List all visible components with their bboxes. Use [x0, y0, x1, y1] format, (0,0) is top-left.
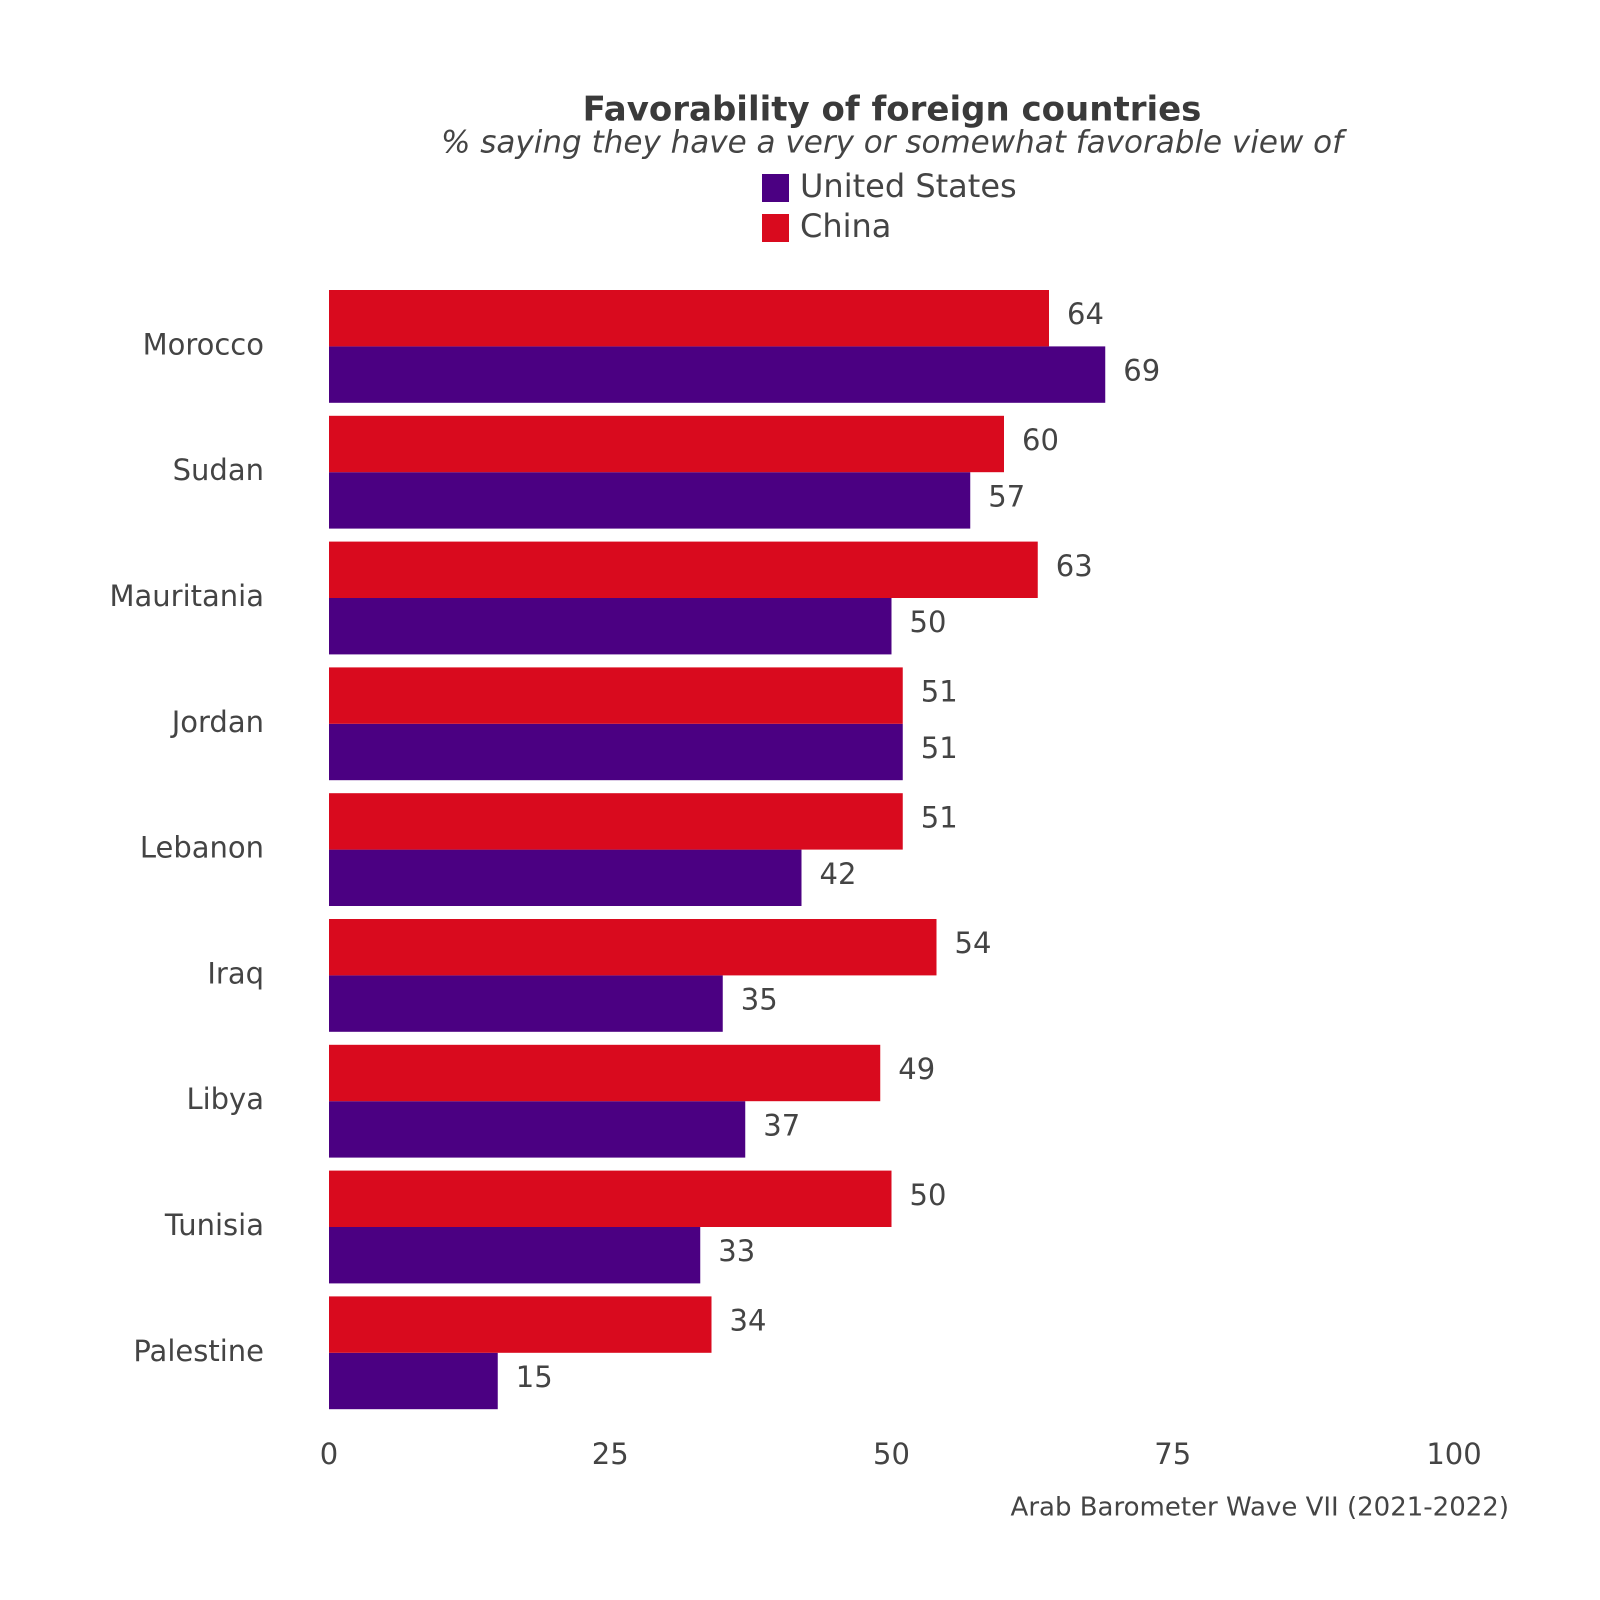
value-label: 51 [921, 731, 958, 765]
value-label: 50 [910, 1178, 947, 1212]
x-tick-label: 100 [1426, 1437, 1481, 1471]
y-tick-label: Mauritania [109, 579, 264, 613]
bar [329, 1101, 746, 1158]
value-label: 15 [516, 1360, 553, 1394]
value-label: 60 [1022, 423, 1059, 457]
bar [329, 290, 1049, 347]
value-label: 50 [910, 605, 947, 639]
legend-swatch [762, 214, 789, 242]
value-label: 49 [898, 1052, 935, 1086]
bar [329, 1296, 712, 1353]
value-label: 69 [1123, 354, 1160, 388]
legend-swatch [762, 174, 789, 202]
y-tick-label: Tunisia [164, 1208, 264, 1242]
source: Arab Barometer Wave VII (2021-2022) [1011, 1493, 1509, 1523]
bar [329, 793, 903, 850]
y-tick-label: Palestine [133, 1334, 264, 1368]
legend-label: United States [800, 167, 1017, 205]
bar [329, 1227, 701, 1284]
y-tick-label: Iraq [207, 956, 264, 990]
y-tick-label: Jordan [170, 705, 264, 739]
value-label: 35 [741, 983, 778, 1017]
bar [329, 541, 1038, 598]
bar [329, 975, 723, 1032]
value-label: 51 [921, 675, 958, 709]
value-label: 33 [718, 1234, 755, 1268]
value-label: 34 [730, 1304, 767, 1338]
x-tick-label: 25 [592, 1437, 629, 1471]
chart-subtitle: % saying they have a very or somewhat fa… [441, 125, 1347, 161]
bar [329, 849, 802, 906]
x-tick-label: 50 [873, 1437, 910, 1471]
value-label: 51 [921, 800, 958, 834]
value-label: 37 [763, 1108, 800, 1142]
bar [329, 598, 892, 655]
bar [329, 667, 903, 724]
bar [329, 346, 1106, 403]
x-tick-label: 0 [320, 1437, 338, 1471]
y-tick-label: Morocco [143, 327, 264, 361]
y-tick-label: Lebanon [140, 831, 264, 865]
bar [329, 1044, 881, 1102]
chart-title: Favorability of foreign countries [583, 90, 1202, 130]
value-label: 57 [988, 479, 1025, 513]
bar [329, 1170, 892, 1227]
value-label: 63 [1056, 549, 1093, 583]
value-label: 64 [1067, 297, 1104, 331]
bar [329, 723, 903, 781]
y-tick-label: Libya [186, 1082, 264, 1116]
bar [329, 472, 971, 529]
bar [329, 919, 937, 976]
x-tick-label: 75 [1154, 1437, 1191, 1471]
value-label: 54 [955, 926, 992, 960]
legend-label: China [800, 207, 891, 245]
value-label: 42 [820, 857, 857, 891]
bar [329, 415, 1004, 473]
y-tick-label: Sudan [173, 453, 264, 487]
bar [329, 1352, 498, 1410]
